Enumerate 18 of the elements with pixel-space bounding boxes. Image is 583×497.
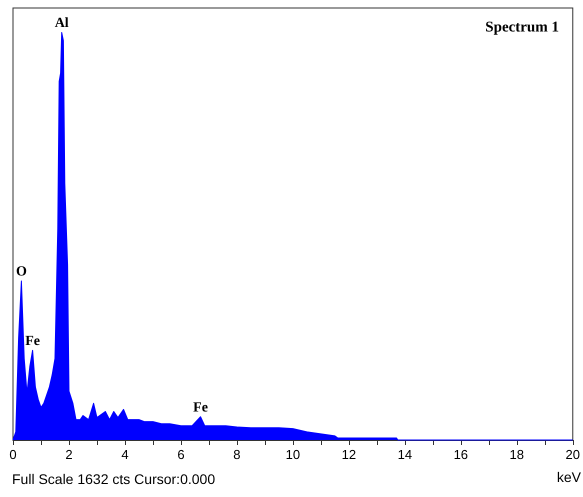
x-axis-title: keV [556, 469, 582, 485]
annotation: Al [54, 16, 69, 31]
x-tick-label: 12 [342, 447, 356, 462]
x-tick-label: 2 [65, 447, 73, 462]
x-tick-label: 4 [121, 447, 129, 462]
x-tick-label: 18 [510, 447, 524, 462]
x-tick-label: 14 [398, 447, 412, 462]
x-tick-label: 0 [9, 447, 17, 462]
annotation: Spectrum 1 [485, 20, 560, 36]
annotation: Fe [25, 334, 40, 349]
annotation: Fe [193, 400, 208, 416]
x-tick-label: 16 [454, 447, 468, 462]
x-tick-label: 8 [233, 447, 241, 462]
annotation: O [16, 264, 27, 280]
x-tick-label: 10 [286, 447, 300, 462]
x-tick-label: 20 [566, 447, 580, 462]
x-tick-label: 6 [177, 447, 185, 462]
text: Full Scale 1632 cts Cursor:0.000 [12, 471, 216, 487]
